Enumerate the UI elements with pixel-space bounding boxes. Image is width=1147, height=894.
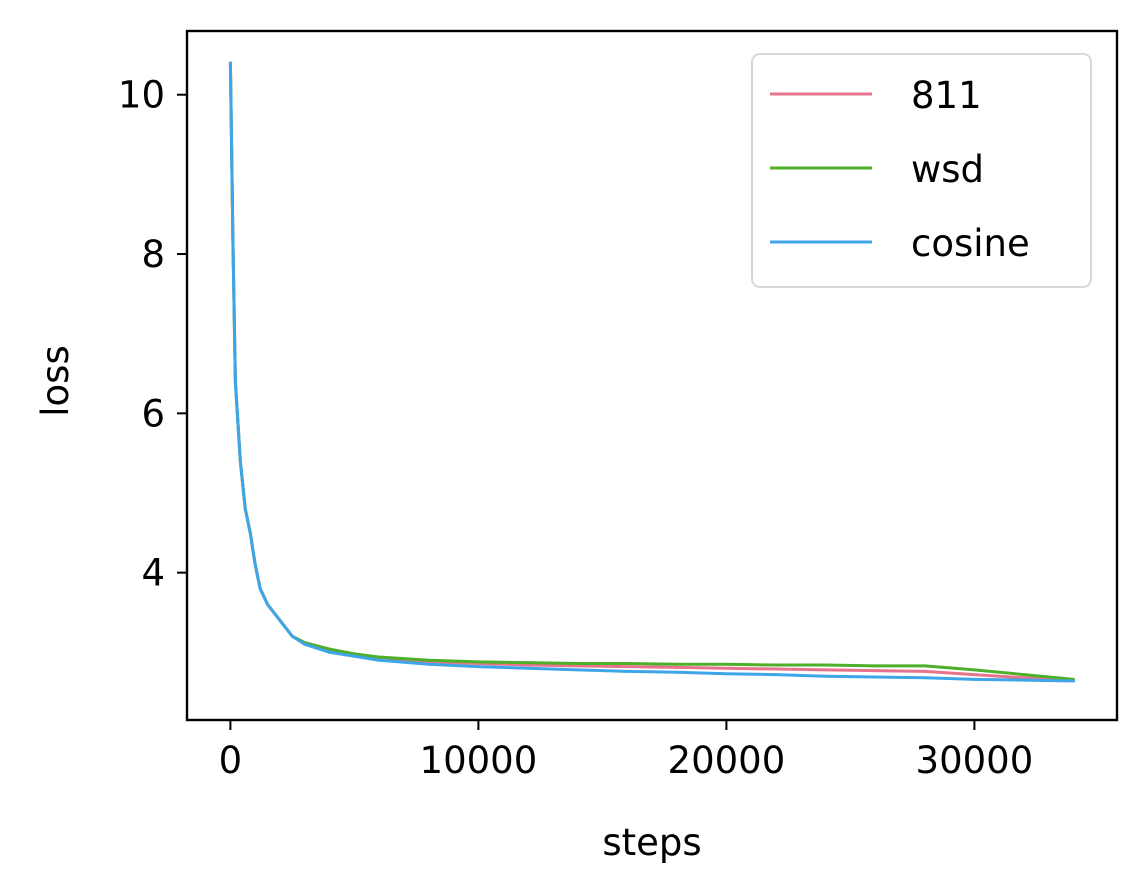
point-wsd [328,647,331,651]
point-811 [526,663,530,667]
point-811 [1022,676,1026,680]
point-cosine [353,654,356,658]
y-tick-label: 8 [141,233,165,276]
point-wsd [973,668,976,672]
point-cosine [278,619,282,622]
point-cosine [477,665,480,669]
point-cosine [303,642,307,646]
point-cosine [231,236,235,240]
point-wsd [576,662,579,665]
point-cosine [243,507,247,511]
plot-frame [185,29,1119,722]
point-cosine [973,677,976,681]
point-wsd [625,662,629,665]
x-tick-label: 30000 [916,739,1034,782]
x-axis-label: steps [602,821,701,864]
y-axis-label: loss [34,345,77,416]
series-layer [228,61,1075,683]
y-axis-ticks: 4 6 8 10 [118,74,187,595]
point-cosine [229,61,232,65]
point-cosine [377,658,381,662]
point-wsd [353,652,356,656]
point-cosine [873,675,877,679]
x-tick-label: 10000 [420,739,538,782]
legend-label-811: 811 [911,74,982,117]
point-cosine [427,662,431,666]
point-cosine [266,603,269,606]
point-wsd [377,655,381,659]
point-wsd [923,664,927,668]
legend-box [751,53,1092,288]
point-cosine [923,676,927,680]
point-cosine [625,670,629,673]
point-cosine [1072,679,1075,683]
point-wsd [675,662,679,666]
point-cosine [233,380,237,383]
legend-label-wsd: wsd [911,148,984,191]
y-tick-label: 6 [141,392,165,435]
point-wsd [427,658,431,662]
point-cosine [774,673,778,676]
point-811 [774,667,778,671]
x-tick-label: 0 [219,739,243,782]
point-811 [675,666,679,669]
point-811 [625,665,629,669]
x-tick-label: 20000 [668,739,786,782]
point-wsd [477,660,480,664]
point-cosine [238,459,242,463]
point-wsd [873,664,877,668]
x-axis-ticks: 0 10000 20000 30000 [219,720,1034,782]
legend-label-cosine: cosine [911,222,1030,265]
y-tick-label: 10 [118,74,165,117]
point-cosine [328,650,331,654]
point-wsd [774,663,778,667]
y-tick-label: 4 [141,552,165,595]
point-wsd [526,661,530,665]
point-cosine [576,668,579,672]
point-cosine [253,563,257,567]
point-cosine [248,531,252,535]
point-811 [973,673,976,676]
point-cosine [1022,678,1026,682]
series-cosine [228,61,1075,683]
point-cosine [291,634,294,638]
point-cosine [258,587,262,590]
point-811 [576,664,579,668]
point-cosine [675,670,679,674]
point-wsd [1022,673,1026,676]
point-811 [824,668,827,672]
point-wsd [824,663,827,667]
legend: 811 wsd cosine [751,53,1092,288]
point-811 [725,666,728,670]
point-wsd [725,662,728,666]
point-cosine [725,672,728,676]
point-cosine [526,666,530,670]
point-cosine [824,674,827,678]
point-811 [923,670,927,673]
point-811 [873,669,877,673]
